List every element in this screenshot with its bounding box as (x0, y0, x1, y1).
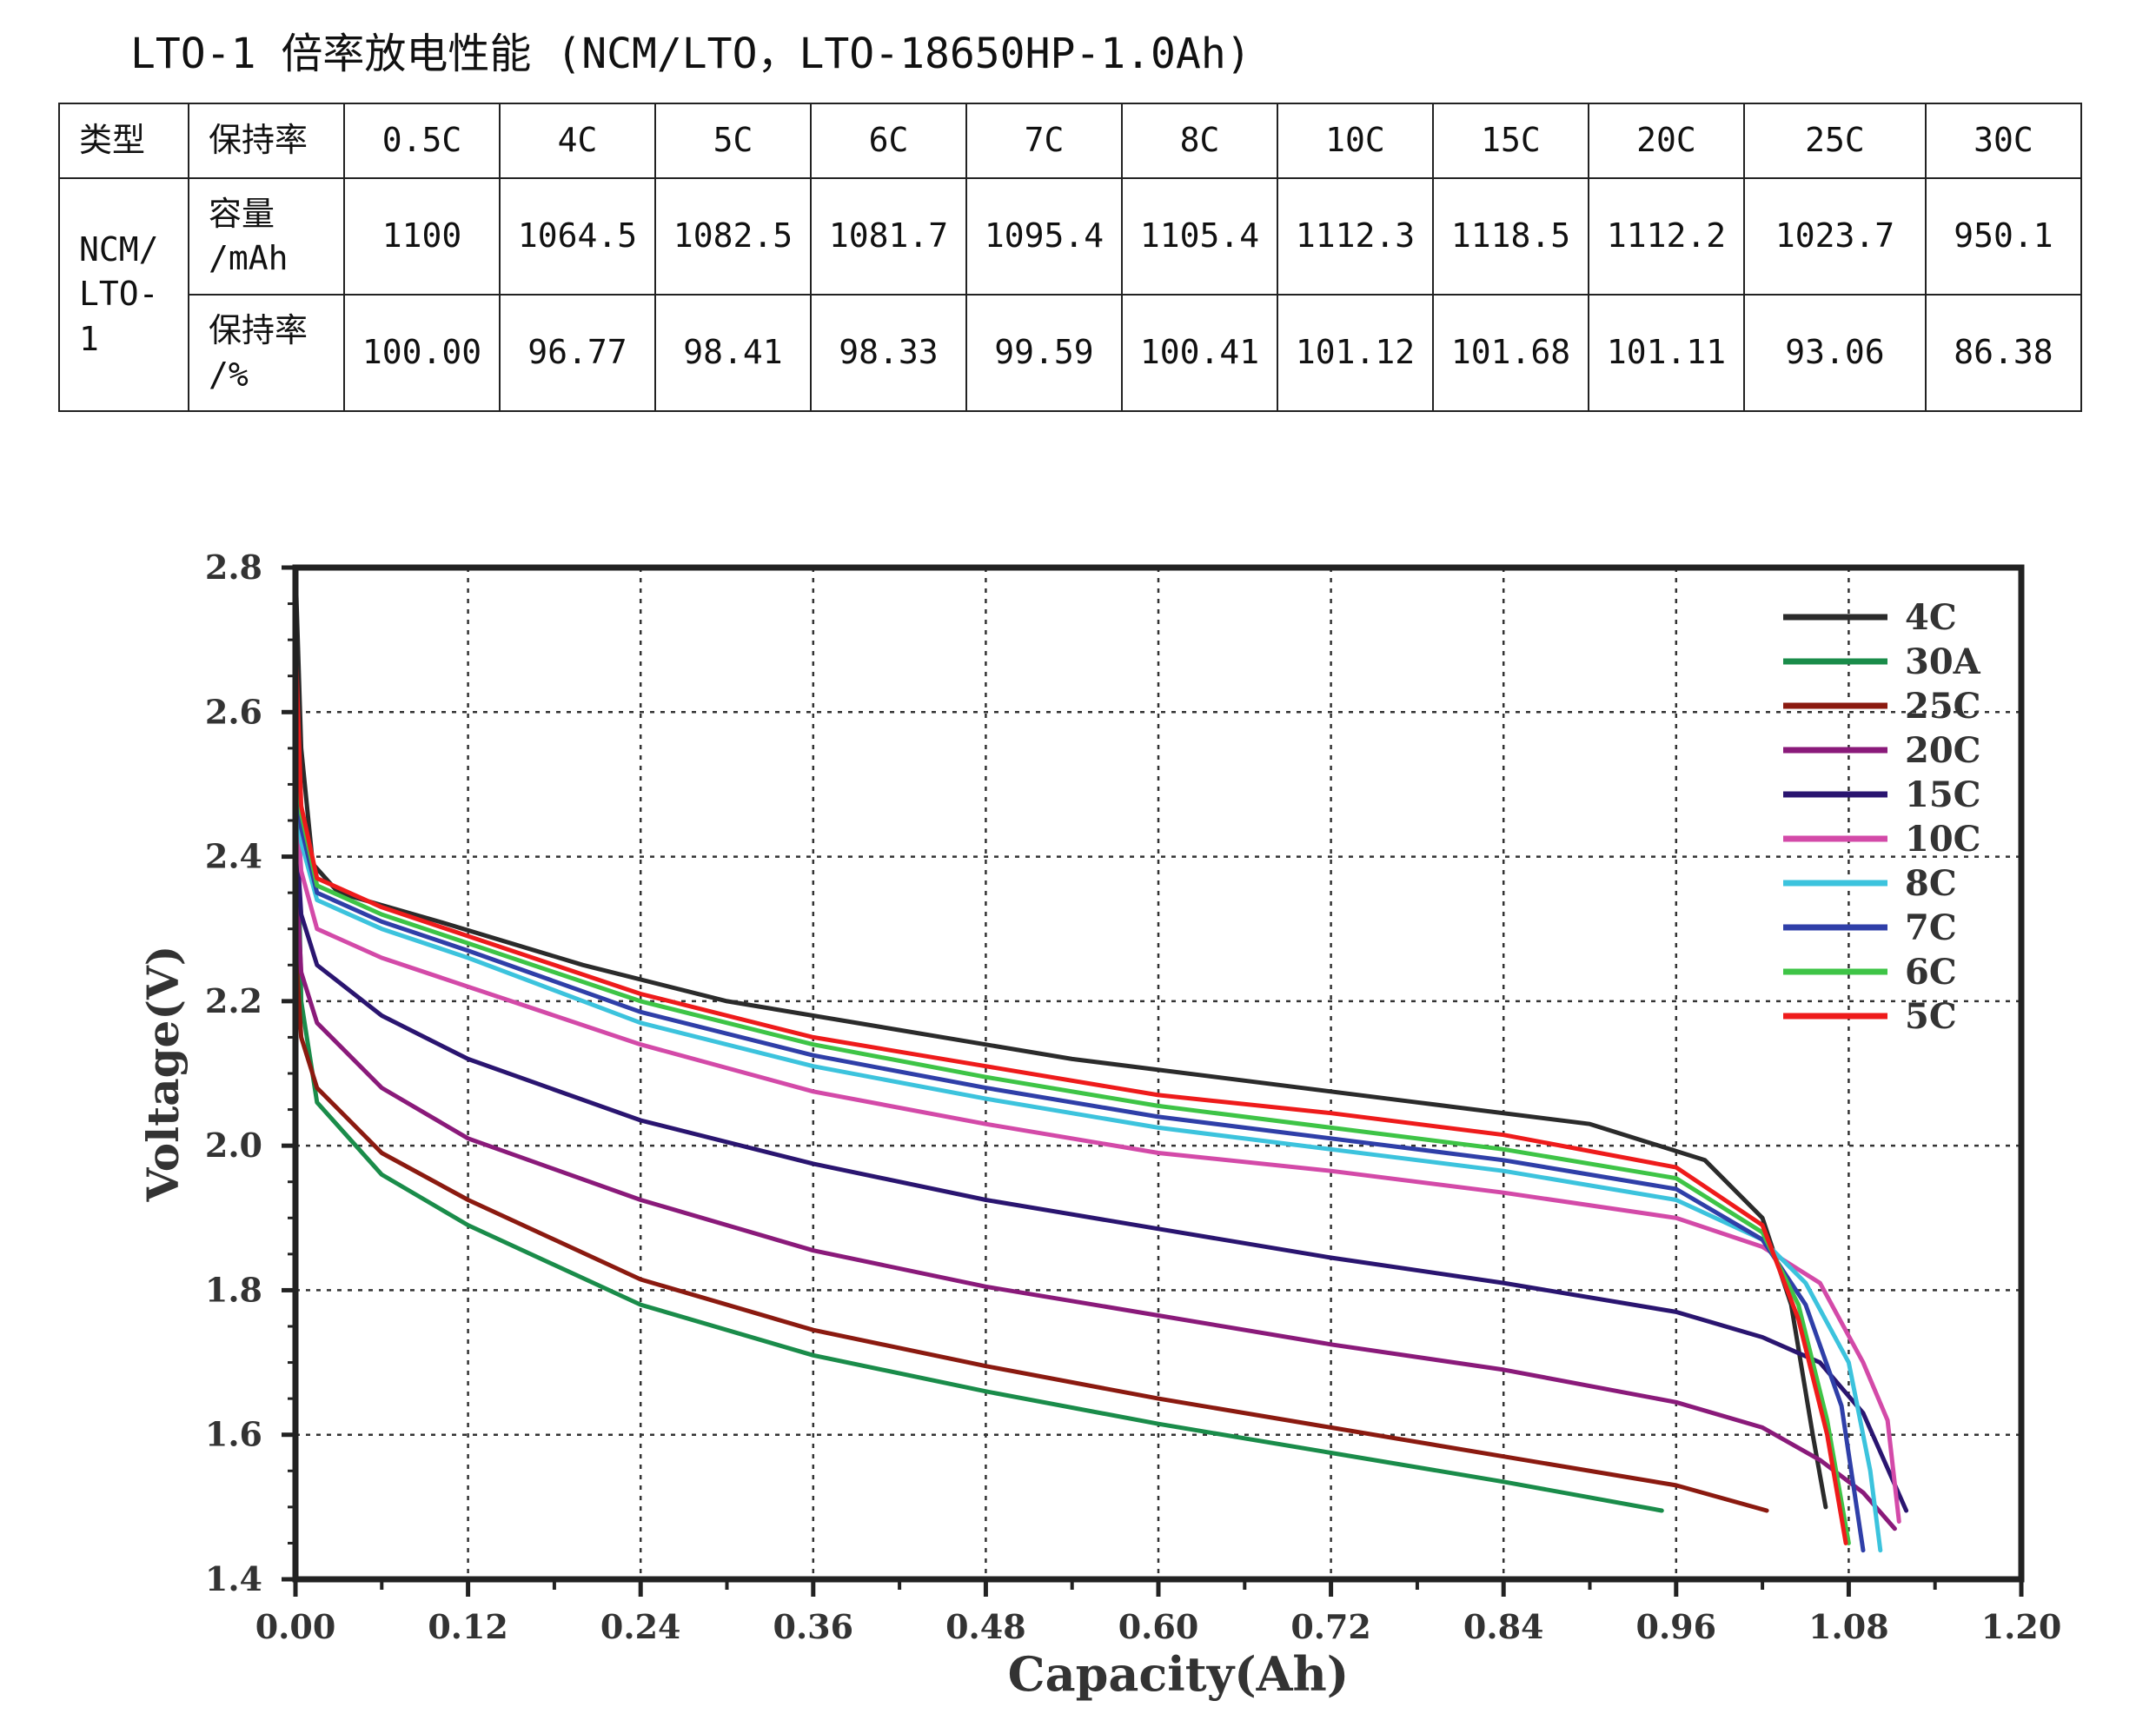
table-cell: 1064.5 (499, 177, 656, 296)
table-cell: 1112.3 (1277, 177, 1434, 296)
type-cell: NCM/ LTO- 1 (58, 177, 189, 412)
table-header-cell: 保持率 (188, 103, 345, 179)
table-cell: 1095.4 (965, 177, 1123, 296)
series-line-4c (293, 565, 1828, 1510)
y-tick-label: 1.6 (205, 1415, 262, 1454)
y-tick-label: 2.8 (205, 548, 262, 587)
table-cell: 101.11 (1588, 294, 1745, 412)
discharge-curve-chart: 0.00 0.12 0.24 0.36 0.48 0.60 0.72 0.84 0.96 1.08… (137, 548, 2061, 1702)
legend-label: 10C (1905, 819, 1981, 860)
row-label-cell: 保持率 /% (188, 294, 345, 412)
chart-grid (295, 568, 2021, 1579)
legend-label: 4C (1905, 597, 1957, 638)
table-header-cell: 15C (1432, 103, 1589, 179)
table-cell: 1112.2 (1588, 177, 1745, 296)
table-header-cell: 0.5C (343, 103, 501, 179)
series-line-25c (293, 940, 1769, 1513)
x-tick-label: 0.60 (1118, 1607, 1199, 1646)
table-header-row: 类型 保持率 0.5C 4C 5C 6C 7C 8C 10C 15C 20C 2… (58, 103, 2082, 179)
chart-series (293, 565, 1909, 1553)
x-tick-label: 0.96 (1636, 1607, 1717, 1646)
type-label-line: LTO- (79, 275, 159, 314)
table-cell: 101.12 (1277, 294, 1434, 412)
series-line-15c (293, 818, 1909, 1513)
row-label-line: 保持率 (209, 310, 308, 349)
series-line-6c (293, 695, 1851, 1545)
table-cell: 93.06 (1743, 294, 1927, 412)
chart-ticks: 0.00 0.12 0.24 0.36 0.48 0.60 0.72 0.84 0.96 1.08… (205, 548, 2061, 1646)
legend-label: 5C (1905, 996, 1957, 1037)
series-line-5c (293, 637, 1848, 1545)
table-row: NCM/ LTO- 1 容量 /mAh 1100 1064.5 1082.5 1… (58, 177, 2082, 412)
table-header-cell: 4C (499, 103, 656, 179)
x-tick-label: 0.72 (1290, 1607, 1371, 1646)
legend-label: 15C (1905, 774, 1981, 815)
table-header-cell: 5C (654, 103, 812, 179)
row-label-line: /% (209, 355, 249, 394)
table-header-cell: 7C (965, 103, 1123, 179)
x-tick-label: 0.24 (600, 1607, 681, 1646)
row-label-line: /mAh (209, 239, 289, 277)
page-title: LTO-1 倍率放电性能 (NCM/LTO，LTO-18650HP-1.0Ah) (130, 30, 1251, 78)
legend-label: 25C (1905, 686, 1981, 727)
table-cell: 98.33 (810, 294, 967, 412)
type-label-line: 1 (79, 319, 99, 358)
legend-label: 8C (1905, 863, 1957, 904)
x-tick-label: 0.36 (773, 1607, 854, 1646)
table-cell: 99.59 (965, 294, 1123, 412)
series-line-20c (293, 854, 1897, 1531)
table-cell: 1118.5 (1432, 177, 1589, 296)
table-cell: 950.1 (1925, 177, 2082, 296)
table-header-cell: 10C (1277, 103, 1434, 179)
y-tick-label: 2.0 (205, 1126, 262, 1165)
y-tick-label: 1.8 (205, 1270, 262, 1309)
rate-discharge-table: 类型 保持率 0.5C 4C 5C 6C 7C 8C 10C 15C 20C 2… (58, 103, 2082, 412)
table-cell: 1082.5 (654, 177, 812, 296)
table-header-cell: 20C (1588, 103, 1745, 179)
type-label-line: NCM/ (79, 230, 159, 269)
y-tick-label: 1.4 (205, 1559, 262, 1598)
table-header-cell: 6C (810, 103, 967, 179)
x-tick-label: 1.08 (1808, 1607, 1889, 1646)
series-line-8c (293, 746, 1883, 1553)
y-tick-label: 2.4 (205, 837, 262, 876)
table-cell: 98.41 (654, 294, 812, 412)
table-cell: 1023.7 (1743, 177, 1927, 296)
legend-label: 6C (1905, 952, 1957, 993)
table-cell: 100.00 (343, 294, 501, 412)
x-tick-label: 0.48 (945, 1607, 1026, 1646)
row-label-line: 容量 (209, 194, 275, 233)
x-axis-title: Capacity(Ah) (1008, 1646, 1350, 1702)
table-cell: 86.38 (1925, 294, 2082, 412)
table-header-cell: 25C (1743, 103, 1927, 179)
table-header-cell: 30C (1925, 103, 2082, 179)
x-tick-label: 1.20 (1981, 1607, 2062, 1646)
legend-label: 20C (1905, 730, 1981, 771)
table-cell: 100.41 (1121, 294, 1278, 412)
x-tick-label: 0.12 (428, 1607, 508, 1646)
x-tick-label: 0.84 (1463, 1607, 1544, 1646)
table-row: 保持率 /% 100.00 96.77 98.41 98.33 99.59 10… (59, 294, 2082, 412)
legend-label: 30A (1905, 641, 1981, 682)
table-cell: 1105.4 (1121, 177, 1278, 296)
series-line-10c (293, 781, 1901, 1524)
y-tick-label: 2.2 (205, 981, 262, 1020)
series-line-30a (293, 709, 1664, 1513)
table-cell: 1100 (343, 177, 501, 296)
y-axis-title: Voltage(V) (137, 946, 189, 1203)
table-cell: 96.77 (499, 294, 656, 412)
table-header-cell: 类型 (58, 103, 189, 179)
x-tick-label: 0.00 (255, 1607, 336, 1646)
table-cell: 1081.7 (810, 177, 967, 296)
legend-label: 7C (1905, 907, 1957, 948)
row-label-cell: 容量 /mAh (188, 177, 345, 296)
table-header-cell: 8C (1121, 103, 1278, 179)
table-cell: 101.68 (1432, 294, 1589, 412)
y-tick-label: 2.6 (205, 692, 262, 731)
